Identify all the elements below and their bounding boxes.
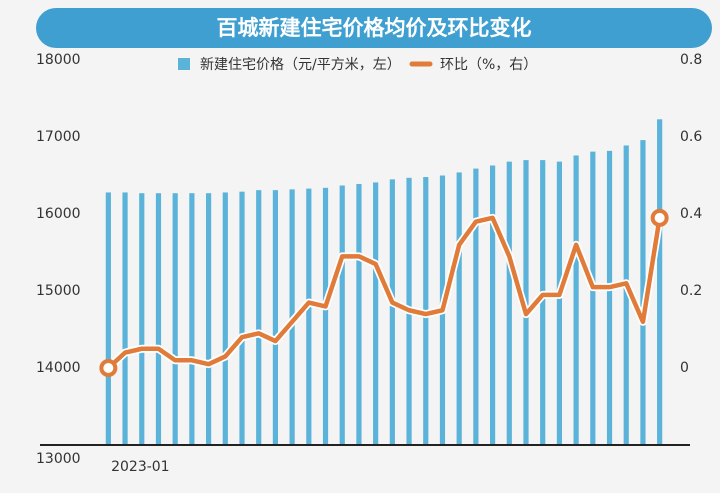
bar	[389, 179, 395, 445]
bar	[473, 168, 479, 445]
y-tick-label: 16000	[36, 206, 81, 222]
bar	[373, 182, 379, 445]
bar	[556, 161, 563, 445]
y-tick-label: 13000	[36, 451, 81, 467]
line	[106, 215, 662, 370]
y2-tick-label: 0.6	[680, 129, 702, 145]
bar	[306, 188, 312, 445]
bar	[339, 185, 345, 445]
bar	[322, 187, 329, 445]
bar	[489, 165, 496, 446]
legend-label: 新建住宅价格（元/平方米，左）	[200, 57, 401, 73]
bar	[272, 190, 279, 445]
y2-tick-label: 0.4	[680, 206, 702, 222]
bar	[606, 150, 613, 446]
bar	[256, 190, 262, 445]
bar	[189, 193, 195, 445]
bar	[239, 191, 245, 445]
bar	[573, 155, 579, 446]
bar	[590, 151, 596, 445]
bar	[456, 172, 462, 446]
bar	[205, 193, 212, 445]
y-tick-label: 18000	[36, 52, 81, 68]
chart-title: 百城新建住宅价格均价及环比变化	[217, 16, 532, 40]
bar	[172, 193, 178, 445]
end-marker	[650, 208, 669, 227]
y-tick-label: 15000	[36, 283, 81, 299]
bar	[222, 192, 228, 445]
x-tick-label: 2023-01	[111, 459, 170, 475]
y-tick-label: 14000	[36, 360, 81, 376]
y2-tick-label: 0.8	[680, 52, 702, 68]
bar	[506, 161, 512, 445]
legend-label: 环比（%，右）	[440, 57, 537, 73]
bar	[540, 160, 546, 445]
bar	[623, 145, 629, 445]
bar	[657, 119, 663, 445]
bar	[122, 192, 128, 445]
bar	[139, 193, 145, 445]
y-tick-label: 17000	[36, 129, 81, 145]
legend-swatch	[178, 58, 190, 70]
end-marker	[99, 359, 118, 377]
bar	[640, 140, 646, 445]
title-bar	[36, 8, 712, 48]
bar	[105, 192, 111, 445]
bar	[356, 183, 362, 445]
y2-tick-label: 0	[680, 360, 689, 376]
y2-tick-label: 0.2	[680, 283, 702, 299]
bar	[155, 193, 162, 445]
